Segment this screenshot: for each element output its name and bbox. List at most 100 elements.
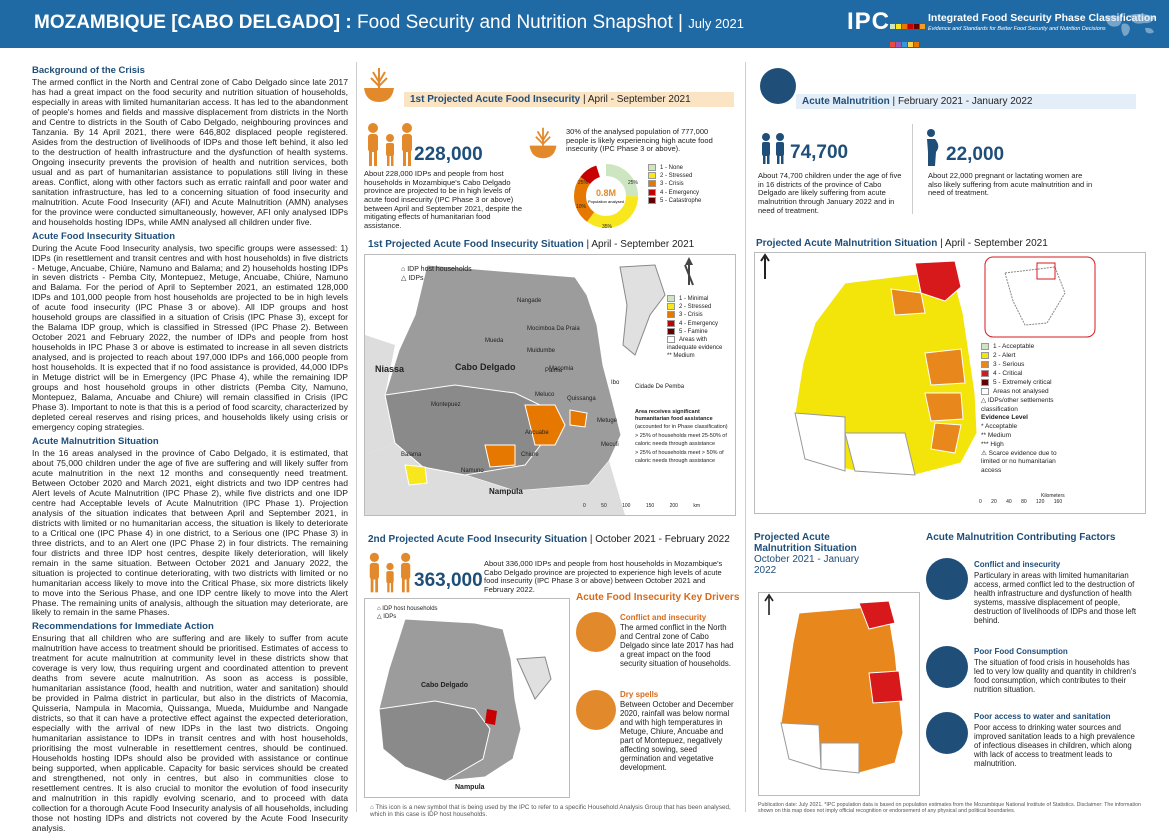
driver-title: Dry spells: [620, 690, 659, 699]
donut-label: 25%: [628, 180, 639, 186]
driver-title: Conflict and insecurity: [620, 613, 707, 622]
map-place-label: Mecufi: [601, 442, 619, 448]
map2-legend-households: ⌂ IDP host households △ IDPs: [377, 606, 438, 621]
map-place-label: Mocimboa Da Praia: [527, 326, 580, 332]
conflict-icon: [576, 612, 616, 652]
recommendations-title: Recommendations for Immediate Action: [32, 621, 214, 633]
map-place-label: Chiure: [521, 452, 539, 458]
driver-text: Between October and December 2020, rainf…: [620, 700, 734, 772]
map-place-label: Meluco: [535, 392, 555, 398]
donut-label: 25%: [578, 180, 589, 186]
drivers-title: Acute Food Insecurity Key Drivers: [576, 592, 740, 603]
donut-center-label: 0.8M: [596, 188, 616, 198]
map-place-label: Niassa: [375, 364, 405, 374]
ipc-org-subtitle: Evidence and Standards for Better Food S…: [928, 26, 1106, 32]
afi-map-1-graphic: [365, 255, 735, 515]
disclaimer: Publication date: July 2021. *IPC popula…: [758, 802, 1141, 815]
children-icon: [762, 133, 784, 164]
map3-legend: 1 - Acceptable 2 - Alert 3 - Serious 4 -…: [981, 343, 1057, 475]
grain-bowl-icon: [364, 68, 394, 102]
afi-map-2-graphic: [378, 618, 552, 782]
divider: [745, 62, 746, 812]
map-place-label: Nampula: [489, 487, 523, 496]
ipc-org-name: Integrated Food Security Phase Classific…: [928, 12, 1157, 24]
amn-map-2-graphic: [764, 593, 904, 774]
header-bar: MOZAMBIQUE [CABO DELGADO] : Food Securit…: [0, 0, 1169, 48]
afi-map-1: ⌂ IDP host households △ IDPs 1 - Minimal…: [364, 254, 736, 516]
amn-women-text: About 22,000 pregnant or lactating women…: [928, 171, 1093, 198]
map3-scale-unit: Kilometers: [1041, 493, 1065, 499]
water-tap-icon: [926, 712, 968, 754]
divider: [356, 62, 357, 812]
afi-situation-text: During the Acute Food Insecurity analysi…: [32, 242, 348, 432]
background-title: Background of the Crisis: [32, 65, 145, 76]
donut-label: 35%: [602, 224, 613, 230]
map4-section-title: Projected Acute Malnutrition Situation Oc…: [754, 532, 864, 576]
afi-situation-title: Acute Food Insecurity Situation: [32, 230, 176, 242]
text-column: Background of the Crisis The armed confl…: [32, 62, 348, 836]
map1-section-title: 1st Projected Acute Food Insecurity Situ…: [362, 237, 736, 252]
afi1-number: 228,000: [414, 144, 483, 165]
map-place-label: Nangade: [517, 298, 542, 304]
contrib-factor-title: Conflict and insecurity: [974, 560, 1061, 569]
map3-section-title: Projected Acute Malnutrition Situation |…: [750, 236, 1140, 251]
donut-label: 10%: [576, 204, 587, 210]
map1-legend: 1 - Minimal 2 - Stressed 3 - Crisis 4 - …: [667, 295, 723, 360]
map-place-label: Mueda: [485, 338, 504, 344]
amn-map-1-graphic: [760, 253, 1096, 476]
amn-situation-text: In the 16 areas analysed in the province…: [32, 447, 348, 618]
amn-situation-title: Acute Malnutrition Situation: [32, 435, 159, 447]
amn-map-1: 1 - Acceptable 2 - Alert 3 - Serious 4 -…: [754, 252, 1146, 514]
map1-scale: 0 50 100 150 200 km: [583, 503, 700, 509]
map-place-label: Muidumbe: [527, 348, 556, 354]
amn-map-2: [758, 592, 920, 796]
conflict-icon: [926, 558, 968, 600]
pregnant-woman-icon: [927, 129, 939, 166]
amn-children-text: About 74,700 children under the age of f…: [758, 171, 902, 215]
map-place-label: Quissanga: [567, 396, 596, 402]
map3-scale: 0 20 40 80 120 160: [979, 499, 1063, 505]
grain-bowl-icon: [529, 127, 557, 159]
child-face-icon: [760, 68, 796, 104]
afi2-number: 363,000: [414, 570, 483, 591]
afi1-percent-text: 30% of the analysed population of 777,00…: [566, 127, 713, 154]
page-title: MOZAMBIQUE [CABO DELGADO] : Food Securit…: [34, 12, 744, 33]
map-place-label: Macomia: [549, 366, 574, 372]
map1-assistance-legend: Area receives significant humanitarian f…: [635, 409, 728, 464]
map-place-label: Cidade De Pemba: [635, 384, 685, 390]
divider: [912, 124, 913, 214]
map-place-label: Montepuez: [431, 402, 461, 408]
afi-map-2: ⌂ IDP host households △ IDPs Cabo Delgad…: [364, 598, 570, 798]
contrib-factor-title: Poor access to water and sanitation: [974, 712, 1111, 721]
afi2-section-title: 2nd Projected Acute Food Insecurity Situ…: [362, 532, 736, 547]
people-icon: [368, 123, 412, 166]
amn-women-number: 22,000: [946, 144, 1005, 165]
afi2-number-text: About 336,000 IDPs and people from host …: [484, 559, 723, 594]
map-place-label: Ancuabe: [525, 430, 549, 436]
ipc-logo-squares: [890, 16, 926, 52]
food-bowl-icon: [926, 646, 968, 688]
map-place-label: Nampula: [455, 784, 485, 791]
afi1-number-text: About 228,000 IDPs and people from host …: [364, 169, 523, 230]
map-place-label: Namuno: [461, 468, 484, 474]
amn-section-title: Acute Malnutrition | February 2021 - Jan…: [796, 94, 1136, 109]
driver-text: The armed conflict in the North and Cent…: [620, 623, 734, 668]
map-place-label: Ibo: [611, 380, 620, 386]
world-map-icon: [1105, 13, 1155, 36]
donut-sub-label: Population analysed: [588, 199, 624, 204]
sun-icon: [576, 690, 616, 730]
map1-legend-households: ⌂ IDP host households △ IDPs: [401, 266, 472, 283]
map-place-label: Balama: [401, 452, 422, 458]
contrib-factor-title: Poor Food Consumption: [974, 647, 1068, 656]
population-donut-chart: 0.8M Population analysed 25% 25% 35% 10%: [574, 164, 639, 230]
contrib-factor-text: Particulary in areas with limited humani…: [974, 571, 1137, 625]
amn-children-number: 74,700: [790, 142, 849, 163]
ipc-logo: IPC: [847, 8, 891, 35]
background-text: The armed conflict in the North and Cent…: [32, 77, 348, 227]
map-place-label: Cabo Delgado: [421, 682, 469, 689]
afi1-section-title: 1st Projected Acute Food Insecurity | Ap…: [404, 92, 734, 107]
afi1-legend: 1 - None 2 - Stressed 3 - Crisis 4 - Eme…: [648, 164, 701, 205]
people-icon: [369, 552, 411, 593]
recommendations-text: Ensuring that all children who are suffe…: [32, 633, 348, 833]
contrib-title: Acute Malnutrition Contributing Factors: [926, 532, 1116, 543]
